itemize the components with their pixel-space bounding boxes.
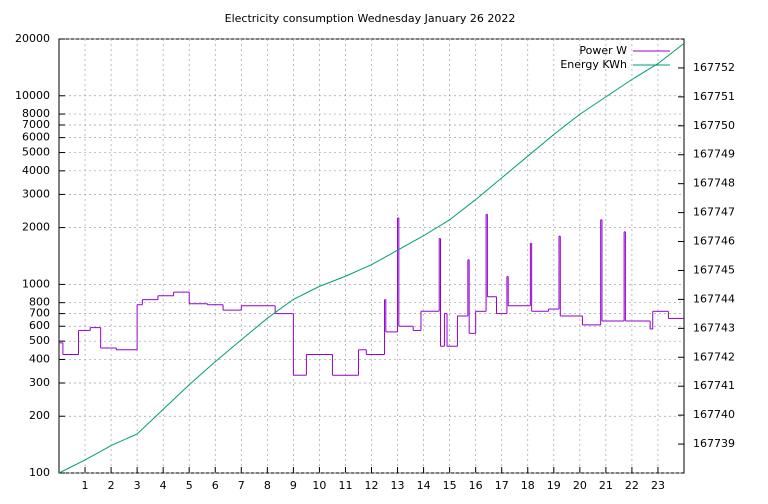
y-tick-label: 10000 bbox=[15, 89, 50, 102]
y2-tick-label: 167742 bbox=[693, 350, 735, 363]
x-tick-label: 10 bbox=[312, 479, 326, 492]
x-tick-label: 11 bbox=[338, 479, 352, 492]
y-tick-label: 2000 bbox=[22, 221, 50, 234]
y-tick-label: 1000 bbox=[22, 277, 50, 290]
y-tick-label: 6000 bbox=[22, 131, 50, 144]
x-tick-label: 13 bbox=[391, 479, 405, 492]
y2-tick-label: 167740 bbox=[693, 408, 735, 421]
x-tick-label: 3 bbox=[134, 479, 141, 492]
x-tick-label: 1 bbox=[82, 479, 89, 492]
y2-tick-label: 167750 bbox=[693, 119, 735, 132]
x-tick-label: 14 bbox=[417, 479, 431, 492]
x-tick-label: 23 bbox=[651, 479, 665, 492]
chart-title: Electricity consumption Wednesday Januar… bbox=[225, 12, 516, 25]
y-tick-label: 200 bbox=[29, 409, 50, 422]
y2-tick-label: 167747 bbox=[693, 206, 735, 219]
y-tick-label: 500 bbox=[29, 334, 50, 347]
x-tick-label: 17 bbox=[495, 479, 509, 492]
legend-label: Power W bbox=[579, 44, 627, 57]
x-tick-label: 4 bbox=[160, 479, 167, 492]
y2-tick-label: 167752 bbox=[693, 61, 735, 74]
x-tick-label: 18 bbox=[521, 479, 535, 492]
y-tick-label: 3000 bbox=[22, 187, 50, 200]
x-tick-label: 15 bbox=[443, 479, 457, 492]
y2-tick-label: 167744 bbox=[693, 292, 735, 305]
legend-label: Energy KWh bbox=[560, 58, 627, 71]
x-tick-label: 9 bbox=[290, 479, 297, 492]
y2-tick-label: 167748 bbox=[693, 177, 735, 190]
y-tick-label: 5000 bbox=[22, 146, 50, 159]
y-tick-label: 4000 bbox=[22, 164, 50, 177]
y-tick-label: 20000 bbox=[15, 32, 50, 45]
y2-tick-label: 167746 bbox=[693, 235, 735, 248]
y2-tick-label: 167745 bbox=[693, 263, 735, 276]
y2-tick-label: 167741 bbox=[693, 379, 735, 392]
y-tick-label: 8000 bbox=[22, 107, 50, 120]
y-tick-label: 300 bbox=[29, 376, 50, 389]
y2-tick-label: 167749 bbox=[693, 148, 735, 161]
y-tick-label: 700 bbox=[29, 307, 50, 320]
x-tick-label: 6 bbox=[212, 479, 219, 492]
x-tick-label: 20 bbox=[573, 479, 587, 492]
x-tick-label: 5 bbox=[186, 479, 193, 492]
y-tick-label: 7000 bbox=[22, 118, 50, 131]
x-tick-label: 21 bbox=[599, 479, 613, 492]
series-line bbox=[58, 42, 685, 474]
y-tick-label: 600 bbox=[29, 319, 50, 332]
x-tick-label: 2 bbox=[108, 479, 115, 492]
y2-tick-label: 167739 bbox=[693, 437, 735, 450]
y-tick-label: 400 bbox=[29, 352, 50, 365]
x-tick-label: 16 bbox=[469, 479, 483, 492]
y2-tick-label: 167743 bbox=[693, 321, 735, 334]
x-tick-label: 12 bbox=[365, 479, 379, 492]
x-tick-label: 22 bbox=[625, 479, 639, 492]
x-tick-label: 8 bbox=[264, 479, 271, 492]
y-tick-label: 100 bbox=[29, 466, 50, 479]
x-tick-label: 19 bbox=[547, 479, 561, 492]
y2-tick-label: 167751 bbox=[693, 90, 735, 103]
x-tick-label: 7 bbox=[238, 479, 245, 492]
y-tick-label: 800 bbox=[29, 296, 50, 309]
